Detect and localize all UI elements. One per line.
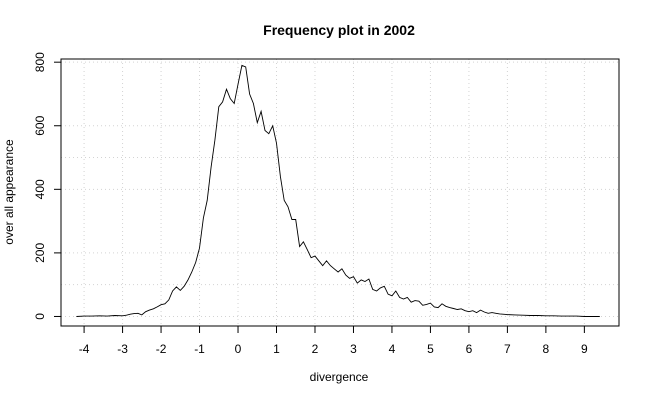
x-tick-label: 1 xyxy=(273,342,280,356)
y-axis: 0 200 400 600 800 xyxy=(33,52,61,320)
x-tick-label: -2 xyxy=(156,342,167,356)
x-tick-label: -3 xyxy=(117,342,128,356)
x-tick-label: 0 xyxy=(235,342,242,356)
grid-lines xyxy=(61,59,619,326)
y-tick-label: 600 xyxy=(33,115,47,135)
x-axis-label: divergence xyxy=(310,370,369,384)
x-tick-label: 6 xyxy=(466,342,473,356)
y-tick-label: 400 xyxy=(33,179,47,199)
y-tick-label: 200 xyxy=(33,243,47,263)
x-tick-label: 2 xyxy=(312,342,319,356)
x-tick-label: 9 xyxy=(581,342,588,356)
x-tick-label: 5 xyxy=(427,342,434,356)
plot-frame xyxy=(60,58,620,327)
y-tick-label: 0 xyxy=(33,313,47,320)
chart-title: Frequency plot in 2002 xyxy=(263,22,415,38)
x-axis: -4 -3 -2 -1 0 1 2 3 4 5 6 7 8 9 xyxy=(79,326,588,356)
x-tick-label: 4 xyxy=(389,342,396,356)
series-line xyxy=(76,64,600,317)
y-tick-label: 800 xyxy=(33,52,47,72)
x-tick-label: 7 xyxy=(504,342,511,356)
x-tick-label: -1 xyxy=(194,342,205,356)
x-tick-label: -4 xyxy=(79,342,90,356)
x-tick-label: 8 xyxy=(543,342,550,356)
y-axis-label: over all appearance xyxy=(2,139,16,245)
x-tick-label: 3 xyxy=(350,342,357,356)
series-layer xyxy=(76,64,600,317)
